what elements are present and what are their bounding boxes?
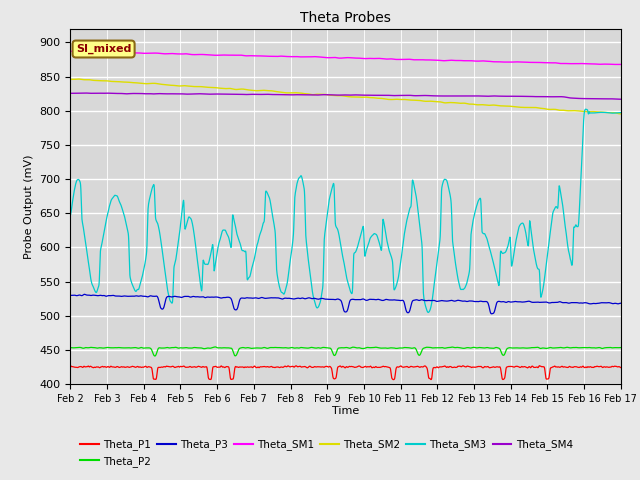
Theta_P3 <box>67 292 74 298</box>
Theta_SM4 <box>67 90 74 96</box>
Theta_P3 <box>602 300 609 306</box>
Theta_SM4 <box>81 90 88 96</box>
Theta_P1 <box>334 364 342 370</box>
Theta_P3 <box>601 300 609 306</box>
Line: Theta_SM4: Theta_SM4 <box>70 93 621 99</box>
Line: Theta_SM1: Theta_SM1 <box>70 51 621 64</box>
Line: Theta_P3: Theta_P3 <box>70 294 621 314</box>
Theta_SM3 <box>319 266 327 272</box>
Theta_P3 <box>335 296 342 302</box>
Theta_SM3 <box>617 110 625 116</box>
Theta_SM3 <box>334 228 342 234</box>
Theta_P1 <box>95 364 102 370</box>
Y-axis label: Probe Output (mV): Probe Output (mV) <box>24 154 34 259</box>
Theta_SM1 <box>67 48 74 54</box>
Theta_SM2 <box>67 76 74 82</box>
Theta_SM1 <box>319 54 327 60</box>
Theta_SM1 <box>611 61 618 67</box>
Theta_SM4 <box>601 96 609 102</box>
Theta_P1 <box>601 364 609 370</box>
Theta_P1 <box>601 364 609 370</box>
Theta_SM4 <box>335 92 342 98</box>
Theta_P2 <box>95 345 102 351</box>
Theta_SM4 <box>601 96 609 102</box>
Line: Theta_SM2: Theta_SM2 <box>70 79 621 114</box>
Theta_P1 <box>500 376 508 382</box>
Theta_SM2 <box>320 91 328 97</box>
Theta_SM1 <box>95 49 102 55</box>
Theta_SM2 <box>500 103 508 109</box>
Theta_P2 <box>602 345 609 350</box>
Theta_SM2 <box>601 109 609 115</box>
Theta_P1 <box>390 377 397 383</box>
Theta_SM3 <box>601 109 609 115</box>
Theta_SM2 <box>617 111 625 117</box>
Theta_SM2 <box>335 93 342 98</box>
Theta_P3 <box>95 293 102 299</box>
Theta_P3 <box>81 291 88 297</box>
Theta_SM4 <box>95 90 102 96</box>
Line: Theta_SM3: Theta_SM3 <box>70 109 621 312</box>
Theta_P2 <box>151 353 159 359</box>
Theta_P2 <box>320 345 328 350</box>
X-axis label: Time: Time <box>332 407 359 417</box>
Theta_P2 <box>500 352 508 358</box>
Line: Theta_P2: Theta_P2 <box>70 347 621 356</box>
Text: SI_mixed: SI_mixed <box>76 44 131 54</box>
Theta_SM3 <box>602 109 609 115</box>
Theta_SM1 <box>601 61 609 67</box>
Theta_SM2 <box>95 78 102 84</box>
Theta_P2 <box>617 345 625 350</box>
Theta_P1 <box>67 362 74 368</box>
Theta_SM1 <box>334 55 342 61</box>
Theta_SM4 <box>320 92 328 97</box>
Theta_SM3 <box>424 310 432 315</box>
Theta_P1 <box>319 364 327 370</box>
Theta_P2 <box>67 345 74 350</box>
Theta_SM3 <box>582 106 589 112</box>
Theta_P2 <box>601 345 609 351</box>
Line: Theta_P1: Theta_P1 <box>70 365 621 380</box>
Theta_P1 <box>617 365 625 371</box>
Theta_SM2 <box>601 109 609 115</box>
Theta_SM1 <box>617 61 625 67</box>
Theta_SM1 <box>500 59 508 65</box>
Theta_P2 <box>211 344 219 350</box>
Theta_SM3 <box>67 212 74 218</box>
Theta_P3 <box>320 296 328 301</box>
Theta_SM2 <box>75 76 83 82</box>
Legend: Theta_P1, Theta_P2, Theta_P3, Theta_SM1, Theta_SM2, Theta_SM3, Theta_SM4: Theta_P1, Theta_P2, Theta_P3, Theta_SM1,… <box>76 435 577 471</box>
Theta_SM1 <box>601 61 609 67</box>
Theta_P3 <box>500 299 508 305</box>
Theta_SM4 <box>617 96 625 102</box>
Theta_P3 <box>617 300 625 306</box>
Theta_P2 <box>335 345 342 351</box>
Title: Theta Probes: Theta Probes <box>300 11 391 25</box>
Theta_P3 <box>488 311 495 317</box>
Theta_SM4 <box>500 94 508 99</box>
Theta_SM3 <box>95 284 102 289</box>
Theta_SM3 <box>500 250 508 256</box>
